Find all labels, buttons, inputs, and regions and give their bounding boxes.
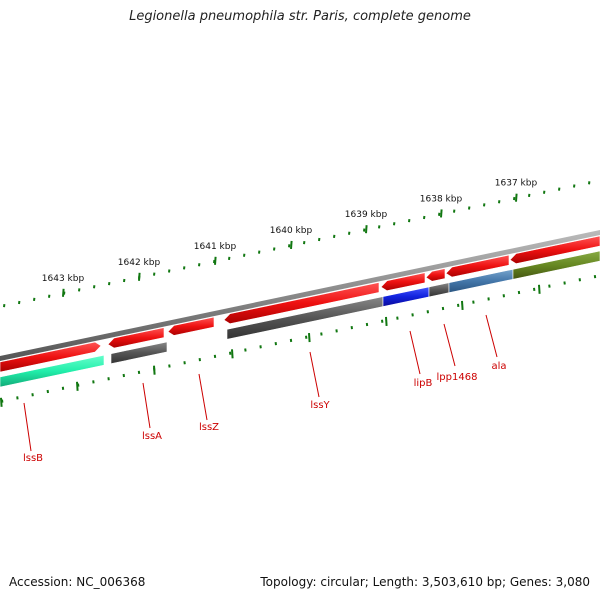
scale-major-tick-1639 [365, 225, 368, 234]
leader-line-lssY [309, 351, 320, 398]
inner-major-tick [385, 316, 388, 327]
forward-gene-0 [0, 341, 102, 373]
leader-line-lssZ [198, 373, 208, 421]
leader-line-lssA [142, 382, 151, 429]
genome-info-text: Topology: circular; Length: 3,503,610 bp… [260, 575, 590, 589]
inner-major-tick [231, 349, 234, 359]
forward-gene-3 [223, 282, 380, 325]
gene-label-lssZ: lssZ [199, 422, 219, 433]
inner-major-tick [308, 333, 311, 343]
gene-label-lpp1468: lpp1468 [437, 372, 478, 383]
gene-label-ala: ala [491, 361, 506, 372]
inner-major-tick [0, 397, 3, 407]
scale-label-1641: 1641 kbp [194, 242, 237, 252]
inner-tick-ring [0, 274, 597, 407]
gene-label-lssA: lssA [142, 431, 162, 442]
scale-major-tick-1642 [138, 272, 141, 281]
scale-label-1640: 1640 kbp [270, 226, 313, 236]
scale-ring: 1643 kbp 1642 kbp 1641 kbp 1640 kbp 1639 kbp… [3, 179, 591, 308]
forward-gene-5 [425, 268, 446, 282]
reverse-gene-14 [512, 250, 600, 280]
gene-label-lssB: lssB [23, 453, 43, 464]
scale-label-1638: 1638 kbp [420, 194, 463, 204]
gene-label-lipB: lipB [414, 378, 433, 389]
forward-gene-track [0, 235, 600, 373]
reverse-gene-12 [428, 282, 450, 298]
reverse-gene-9 [110, 341, 168, 365]
scale-major-tick-1643 [62, 288, 65, 297]
backbone-ring [0, 230, 600, 361]
forward-gene-1 [107, 327, 165, 349]
leader-line-lssB [23, 402, 32, 452]
inner-major-tick [76, 381, 79, 391]
reverse-gene-8 [0, 354, 105, 388]
inner-major-tick [461, 300, 464, 311]
scale-label-1643: 1643 kbp [42, 274, 85, 284]
accession-text: Accession: NC_006368 [9, 575, 146, 589]
scale-label-1637: 1637 kbp [495, 179, 538, 189]
scale-label-1642: 1642 kbp [118, 258, 161, 268]
scale-major-tick-1640 [290, 240, 293, 249]
scale-major-tick-1638 [440, 209, 443, 218]
scale-major-tick-1637 [515, 193, 518, 202]
gene-label-lssY: lssY [310, 400, 330, 411]
gene-labels: lssB lssA lssZ lssY lipB lpp1468 ala [23, 314, 507, 464]
forward-gene-7 [509, 235, 600, 264]
scale-label-1639: 1639 kbp [345, 210, 388, 220]
inner-major-tick [538, 284, 541, 294]
forward-gene-4 [380, 272, 426, 292]
leader-line-ala [485, 314, 498, 358]
forward-gene-6 [445, 254, 510, 278]
backbone-circle [0, 230, 600, 361]
leader-line-lipB [409, 330, 421, 375]
forward-gene-2 [167, 316, 215, 336]
inner-major-tick [153, 365, 156, 375]
scale-major-tick-1641 [214, 256, 217, 265]
reverse-gene-track [0, 250, 600, 388]
leader-line-lpp1468 [443, 323, 456, 367]
map-title: Legionella pneumophila str. Paris, compl… [129, 9, 471, 24]
